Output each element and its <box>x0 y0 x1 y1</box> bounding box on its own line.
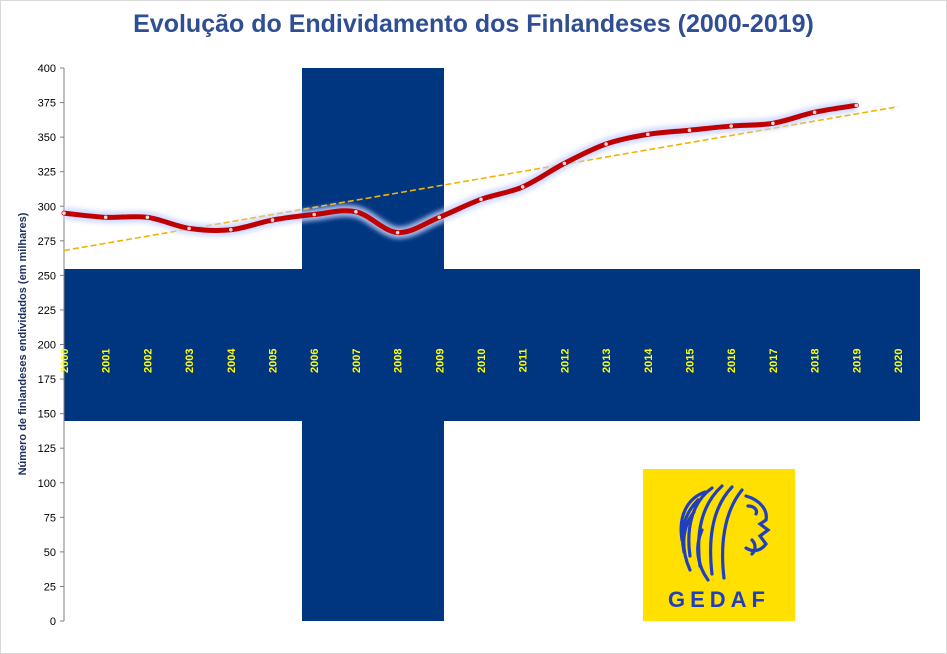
y-tick-label: 275 <box>38 236 56 248</box>
y-tick-label: 100 <box>38 478 56 490</box>
y-tick-label: 225 <box>38 305 56 317</box>
x-tick-label: 2013 <box>601 349 613 373</box>
y-tick-label: 400 <box>38 63 56 75</box>
y-tick-label: 25 <box>44 581 56 593</box>
x-tick-label: 2000 <box>59 349 71 373</box>
series-line <box>61 102 859 236</box>
y-tick-label: 50 <box>44 547 56 559</box>
series-point <box>312 212 317 217</box>
finnish-flag-background <box>64 68 920 621</box>
series-point <box>187 226 191 231</box>
series-point <box>646 132 650 137</box>
x-tick-label: 2007 <box>351 349 363 373</box>
series-point <box>687 128 692 133</box>
x-tick-label: 2003 <box>184 349 196 373</box>
y-tick-label: 375 <box>38 98 56 110</box>
series-point <box>437 215 442 220</box>
series-point <box>62 211 66 215</box>
y-tick-label: 200 <box>38 340 56 352</box>
x-tick-label: 2006 <box>309 349 321 373</box>
y-tick-label: 0 <box>50 616 56 628</box>
series-point <box>854 103 859 108</box>
series-point <box>103 215 108 220</box>
series-point <box>771 121 775 126</box>
series-point <box>229 227 233 232</box>
x-tick-label: 2011 <box>518 349 530 373</box>
logo-background <box>643 469 795 621</box>
y-tick-label: 250 <box>38 270 56 282</box>
x-tick-label: 2018 <box>810 349 822 373</box>
series-point <box>479 197 483 202</box>
x-tick-label: 2004 <box>226 348 238 373</box>
y-tick-label: 300 <box>38 201 56 213</box>
x-axis-ticks: 2000 2001 2002 2003 2004 2005 2006 2007 2008 2009… <box>59 348 905 373</box>
x-tick-label: 2005 <box>268 349 280 373</box>
series-point <box>145 215 150 220</box>
lion-head-icon <box>679 484 771 582</box>
x-tick-label: 2014 <box>643 348 655 373</box>
y-tick-label: 175 <box>38 374 56 386</box>
series-point <box>729 124 733 128</box>
logo-text: GEDAF <box>668 587 770 612</box>
x-tick-label: 2020 <box>893 349 905 373</box>
y-axis-label: Número de finlandeses endividados (em mi… <box>17 212 29 475</box>
x-tick-label: 2019 <box>851 349 863 373</box>
x-tick-label: 2017 <box>768 349 780 373</box>
x-tick-label: 2001 <box>101 349 113 373</box>
x-tick-label: 2009 <box>434 349 446 373</box>
y-tick-label: 75 <box>44 512 56 524</box>
series-point <box>604 142 608 146</box>
series-point <box>562 161 567 166</box>
chart-title: Evolução do Endividamento dos Finlandese… <box>133 10 814 38</box>
series-point <box>812 110 817 115</box>
flag-cross-horizontal <box>64 269 920 421</box>
y-tick-label: 125 <box>38 443 56 455</box>
x-tick-label: 2008 <box>393 349 405 373</box>
y-tick-label: 350 <box>38 132 56 144</box>
y-tick-label: 150 <box>38 409 56 421</box>
series-point <box>395 230 400 235</box>
x-tick-label: 2015 <box>685 349 697 373</box>
gedaf-logo: GEDAF <box>643 469 795 621</box>
x-tick-label: 2012 <box>559 349 571 373</box>
x-tick-label: 2010 <box>476 349 488 373</box>
series-point <box>520 185 525 189</box>
series-point <box>270 218 275 222</box>
x-tick-label: 2002 <box>142 349 154 373</box>
y-tick-label: 325 <box>38 167 56 179</box>
x-tick-label: 2016 <box>726 349 738 373</box>
series-point <box>354 209 358 214</box>
series-points <box>62 103 859 235</box>
y-axis-ticks: 0 25 50 75 100 125 150 175 200 225 250 275 300 325 350… <box>38 63 64 628</box>
